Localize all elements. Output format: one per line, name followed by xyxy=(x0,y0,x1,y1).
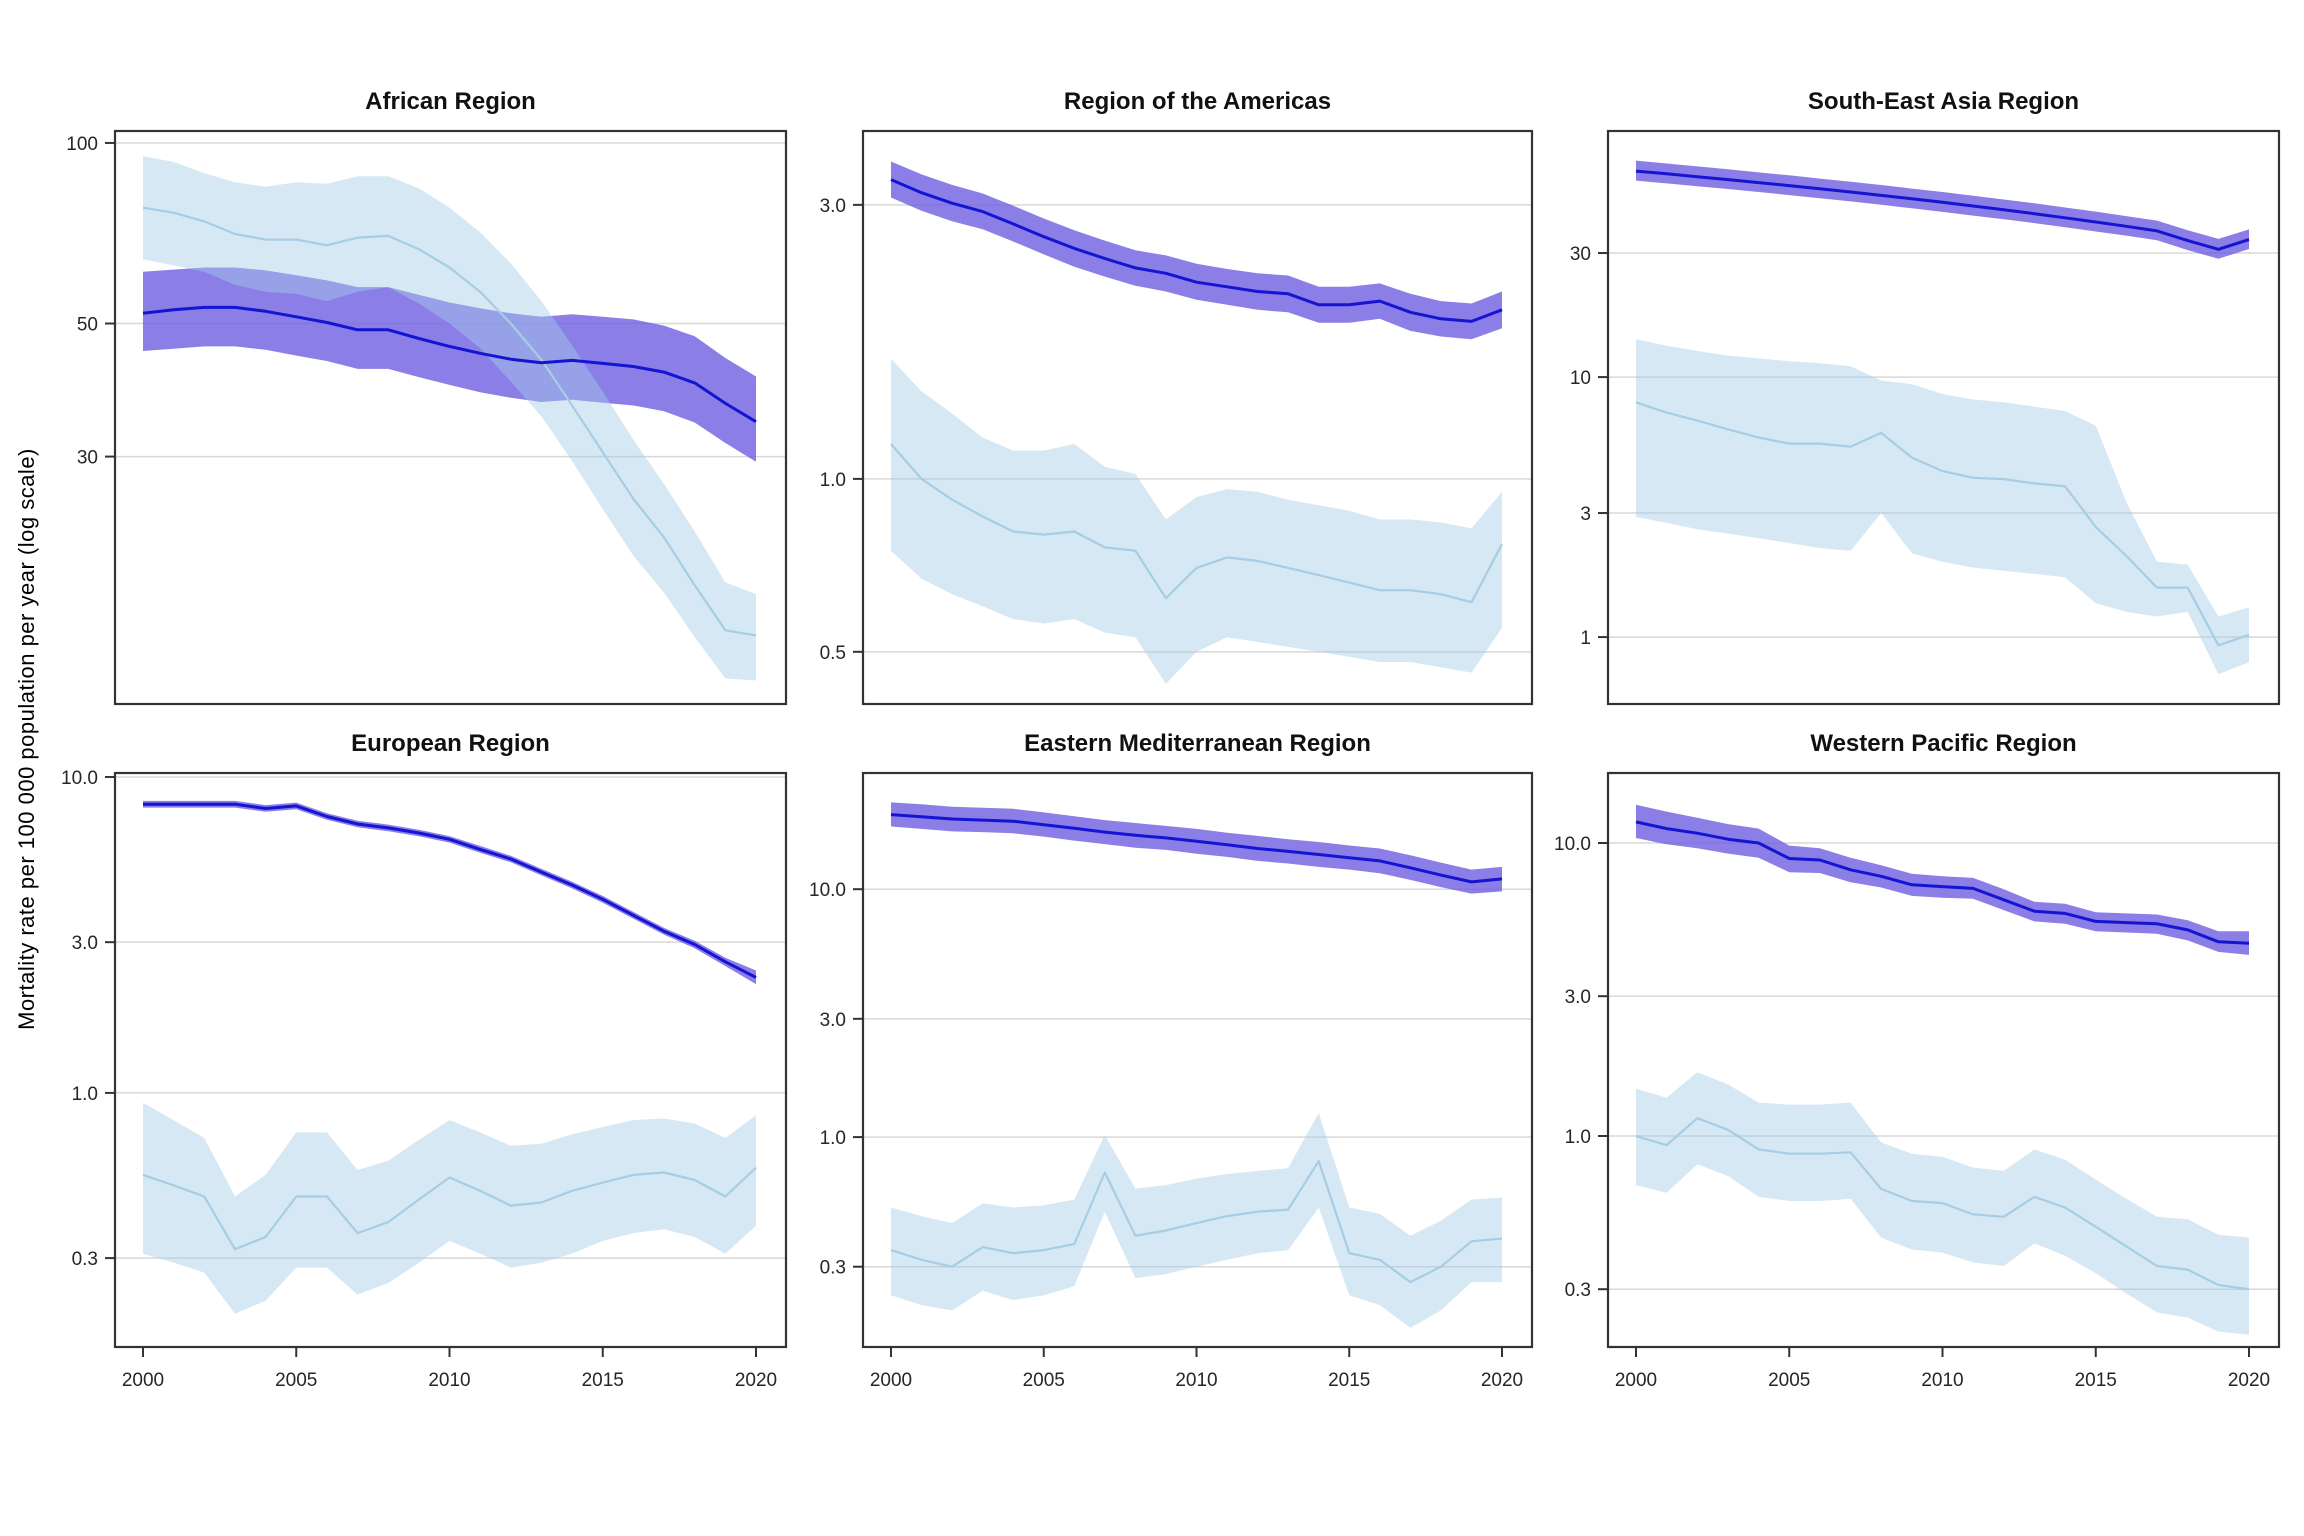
x-tick-label: 2015 xyxy=(2075,1370,2117,1391)
panel-title: Western Pacific Region xyxy=(1810,730,2077,757)
x-tick-label: 2015 xyxy=(582,1370,624,1391)
panel-border xyxy=(113,129,788,706)
panel-border xyxy=(861,129,1534,706)
y-tick-label: 3.0 xyxy=(820,1010,846,1031)
confidence-ribbon-light xyxy=(891,358,1502,684)
confidence-ribbon-dark xyxy=(891,802,1502,894)
y-tick-label: 0.5 xyxy=(820,643,846,664)
x-tick-label: 2020 xyxy=(2228,1370,2270,1391)
y-tick-label: 10.0 xyxy=(61,768,98,789)
confidence-ribbon-dark xyxy=(1636,160,2249,259)
confidence-ribbon-light xyxy=(143,156,756,681)
panel-eastern-mediterranean-region: Eastern Mediterranean Region 10.0 3.0 1.0 0.… xyxy=(809,730,1534,1391)
y-tick-label: 1.0 xyxy=(820,470,846,491)
panel-border xyxy=(861,771,1534,1349)
y-tick-label: 10.0 xyxy=(809,880,846,901)
x-tick-label: 2020 xyxy=(1481,1370,1523,1391)
trend-line-dark-blue xyxy=(890,178,1503,323)
panel-border xyxy=(1606,129,2281,706)
confidence-ribbon-dark xyxy=(1636,804,2249,955)
y-tick-label: 0.3 xyxy=(1565,1280,1591,1301)
panel-african-region: African Region 100 50 30 xyxy=(66,88,788,706)
y-tick-label: 3.0 xyxy=(72,933,98,954)
trend-line-light-blue xyxy=(890,443,1503,604)
y-tick-label: 0.3 xyxy=(820,1258,846,1279)
y-tick-label: 30 xyxy=(1570,244,1591,265)
panel-south-east-asia-region: South-East Asia Region 30 10 3 1 xyxy=(1570,88,2281,706)
trend-line-light-blue xyxy=(1635,1117,2250,1291)
confidence-ribbon-light xyxy=(143,1102,756,1314)
x-tick-label: 2005 xyxy=(275,1370,317,1391)
confidence-ribbon-dark xyxy=(891,161,1502,340)
panel-region-of-the-americas: Region of the Americas 3.0 1.0 0.5 xyxy=(820,88,1534,706)
y-tick-label: 1.0 xyxy=(72,1084,98,1105)
panel-western-pacific-region: Western Pacific Region 10.0 3.0 1.0 0.3 2000 2… xyxy=(1554,730,2281,1391)
panel-title: African Region xyxy=(365,88,536,115)
confidence-ribbon-dark xyxy=(143,800,756,985)
panel-title: Eastern Mediterranean Region xyxy=(1024,730,1371,757)
x-tick-label: 2010 xyxy=(428,1370,470,1391)
x-tick-label: 2000 xyxy=(1615,1370,1657,1391)
chart-canvas: 3.0 1.0 0.5 xyxy=(820,129,1534,706)
y-tick-label: 50 xyxy=(77,315,98,336)
chart-canvas: 30 10 3 1 xyxy=(1570,129,2281,706)
y-axis-title: Mortality rate per 100 000 population pe… xyxy=(14,448,39,1030)
y-tick-label: 3 xyxy=(1580,504,1591,525)
x-tick-label: 2005 xyxy=(1768,1370,1810,1391)
trend-line-dark-blue xyxy=(142,305,757,423)
panel-european-region: European Region 10.0 3.0 1.0 0.3 2000 2005 2010… xyxy=(61,730,788,1391)
x-tick-label: 2010 xyxy=(1175,1370,1217,1391)
confidence-ribbon-light xyxy=(891,1113,1502,1328)
trend-line-dark-blue xyxy=(890,813,1503,884)
x-tick-label: 2005 xyxy=(1023,1370,1065,1391)
y-tick-label: 1.0 xyxy=(1565,1127,1591,1148)
x-tick-label: 2015 xyxy=(1328,1370,1370,1391)
trend-line-dark-blue xyxy=(1635,820,2250,945)
x-tick-label: 2010 xyxy=(1921,1370,1963,1391)
y-tick-label: 100 xyxy=(66,134,98,155)
trend-line-light-blue xyxy=(142,206,757,637)
y-tick-label: 10 xyxy=(1570,368,1591,389)
x-tick-label: 2020 xyxy=(735,1370,777,1391)
trend-line-light-blue xyxy=(890,1160,1503,1284)
trend-line-dark-blue xyxy=(143,802,757,979)
y-tick-label: 0.3 xyxy=(72,1249,98,1270)
confidence-ribbon-light xyxy=(1636,339,2249,675)
trend-line-light-blue xyxy=(1635,401,2250,647)
y-tick-label: 1.0 xyxy=(820,1128,846,1149)
x-tick-label: 2000 xyxy=(870,1370,912,1391)
chart-canvas: 100 50 30 xyxy=(66,129,788,706)
y-tick-label: 30 xyxy=(77,448,98,469)
y-tick-label: 3.0 xyxy=(1565,987,1591,1008)
chart-canvas: 10.0 3.0 1.0 0.3 2000 2005 2010 2015 2020 xyxy=(61,768,788,1391)
panel-title: European Region xyxy=(351,730,550,757)
chart-canvas: 10.0 3.0 1.0 0.3 2000 2005 2010 2015 2020 xyxy=(1554,771,2281,1391)
panel-border xyxy=(1606,771,2281,1349)
chart-canvas: 10.0 3.0 1.0 0.3 2000 2005 2010 2015 2020 xyxy=(809,771,1534,1391)
y-tick-label: 1 xyxy=(1580,628,1591,649)
trend-line-light-blue xyxy=(142,1166,757,1251)
panel-title: South-East Asia Region xyxy=(1807,88,2080,115)
trend-line-dark-blue xyxy=(1635,169,2250,251)
y-tick-label: 3.0 xyxy=(820,196,846,217)
y-tick-label: 10.0 xyxy=(1554,834,1591,855)
panel-border xyxy=(113,771,788,1349)
x-tick-label: 2000 xyxy=(122,1370,164,1391)
panel-title: Region of the Americas xyxy=(1063,88,1332,115)
